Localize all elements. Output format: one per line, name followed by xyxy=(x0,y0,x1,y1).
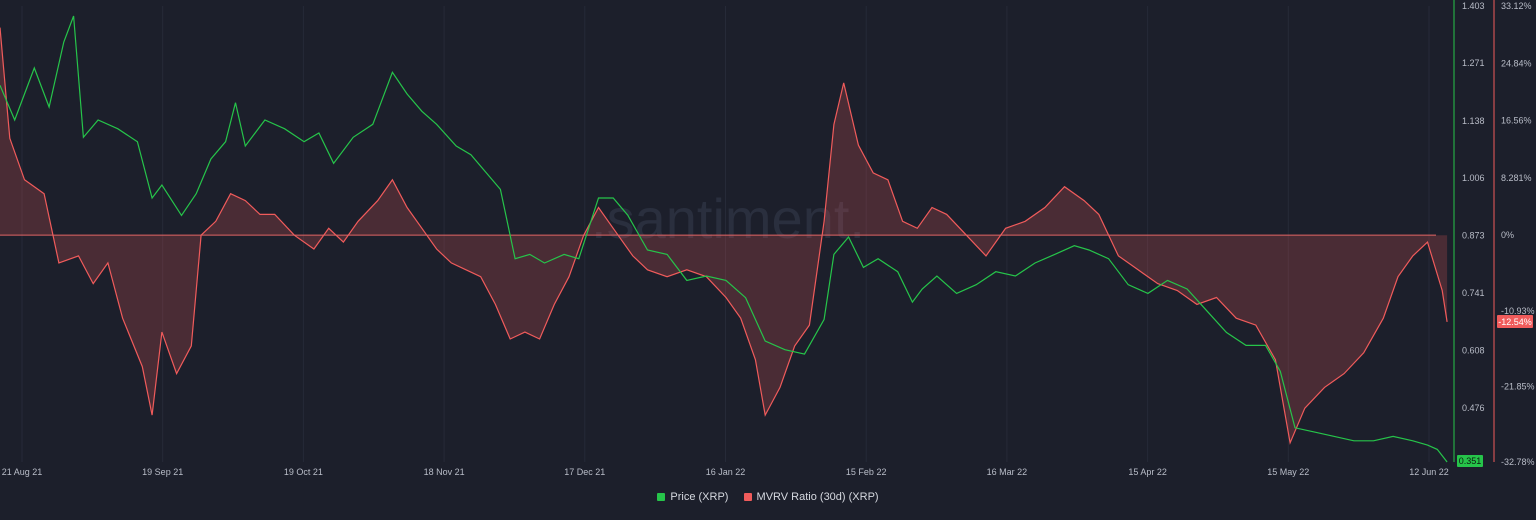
legend-label-price: Price (XRP) xyxy=(670,491,729,503)
price-tick-label: 0.476 xyxy=(1462,403,1485,413)
x-tick-label: 19 Sep 21 xyxy=(142,467,183,477)
mvrv-line xyxy=(0,27,1448,445)
x-tick-label: 15 Apr 22 xyxy=(1128,467,1167,477)
price-tick-label: 1.138 xyxy=(1462,116,1485,126)
chart-legend: Price (XRP) MVRV Ratio (30d) (XRP) xyxy=(0,491,1536,503)
x-tick-label: 17 Dec 21 xyxy=(564,467,605,477)
x-tick-label: 15 May 22 xyxy=(1267,467,1309,477)
mvrv-tick-label: 24.84% xyxy=(1501,58,1532,68)
mvrv-current-label: -12.54% xyxy=(1498,317,1532,327)
price-swatch-icon xyxy=(657,493,666,501)
x-tick-label: 21 Aug 21 xyxy=(2,467,43,477)
price-tick-label: 1.403 xyxy=(1462,1,1485,11)
mvrv-tick-label: -10.93% xyxy=(1501,306,1535,316)
mvrv-swatch-icon xyxy=(743,493,752,501)
price-tick-label: 1.006 xyxy=(1462,173,1485,183)
legend-label-mvrv: MVRV Ratio (30d) (XRP) xyxy=(756,491,879,503)
mvrv-current-badge xyxy=(1497,314,1533,328)
price-current-badge xyxy=(1457,455,1483,467)
mvrv-tick-label: 33.12% xyxy=(1501,1,1532,11)
price-tick-label: 0.741 xyxy=(1462,288,1485,298)
x-tick-label: 12 Jun 22 xyxy=(1409,467,1449,477)
x-tick-label: 16 Mar 22 xyxy=(987,467,1028,477)
mvrv-tick-label: 16.56% xyxy=(1501,116,1532,126)
x-tick-label: 19 Oct 21 xyxy=(284,467,323,477)
mvrv-tick-label: -21.85% xyxy=(1501,381,1535,391)
price-tick-label: 0.608 xyxy=(1462,346,1485,356)
legend-item-price[interactable]: Price (XRP) xyxy=(657,491,728,503)
mvrv-tick-label: 0% xyxy=(1501,230,1514,240)
mvrv-tick-label: 8.281% xyxy=(1501,173,1532,183)
x-tick-label: 15 Feb 22 xyxy=(846,467,887,477)
axes: 21 Aug 21 19 Sep 21 19 Oct 21 18 Nov 21 17 D… xyxy=(2,0,1535,477)
x-tick-label: 16 Jan 22 xyxy=(706,467,746,477)
price-tick-label: 1.271 xyxy=(1462,58,1485,68)
legend-item-mvrv[interactable]: MVRV Ratio (30d) (XRP) xyxy=(743,491,879,503)
watermark: .santiment. xyxy=(591,187,865,250)
price-line xyxy=(0,15,1448,463)
price-tick-label: 0.873 xyxy=(1462,231,1485,241)
x-tick-label: 18 Nov 21 xyxy=(424,467,465,477)
price-current-label: 0.351 xyxy=(1459,456,1482,466)
mvrv-tick-label: -32.78% xyxy=(1501,457,1535,467)
price-series xyxy=(0,15,1448,463)
